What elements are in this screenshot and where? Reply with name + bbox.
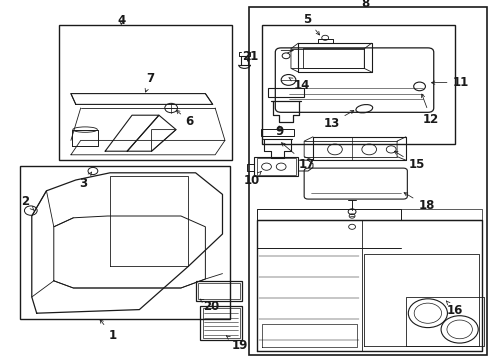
Bar	[59, 25, 232, 160]
Bar	[254, 157, 298, 176]
Bar	[249, 7, 486, 355]
Bar	[195, 281, 242, 301]
Text: 8: 8	[361, 0, 369, 10]
Text: 19: 19	[226, 336, 247, 352]
Bar	[267, 88, 304, 97]
Text: 10: 10	[243, 171, 261, 187]
Bar	[198, 283, 239, 299]
Text: 5: 5	[303, 13, 319, 35]
Bar	[20, 166, 229, 319]
Bar	[256, 158, 295, 175]
Text: 16: 16	[446, 301, 462, 317]
Text: 3: 3	[79, 172, 91, 190]
Text: 7: 7	[145, 72, 154, 92]
Text: 4: 4	[117, 14, 125, 27]
Text: 18: 18	[403, 193, 434, 212]
Bar	[203, 308, 239, 338]
Text: 14: 14	[288, 78, 310, 92]
Text: 9: 9	[275, 125, 283, 138]
Text: 21: 21	[242, 50, 258, 63]
Text: 1: 1	[100, 320, 116, 342]
Text: 13: 13	[323, 111, 353, 130]
Bar	[261, 25, 454, 144]
Text: 11: 11	[430, 76, 468, 89]
Bar	[260, 129, 293, 136]
Text: 20: 20	[200, 299, 219, 312]
Text: 15: 15	[393, 151, 424, 171]
Bar	[200, 306, 242, 340]
Bar	[303, 48, 364, 68]
Text: 2: 2	[21, 195, 34, 211]
Text: 12: 12	[421, 94, 439, 126]
Text: 6: 6	[176, 111, 193, 128]
Text: 17: 17	[281, 143, 315, 171]
